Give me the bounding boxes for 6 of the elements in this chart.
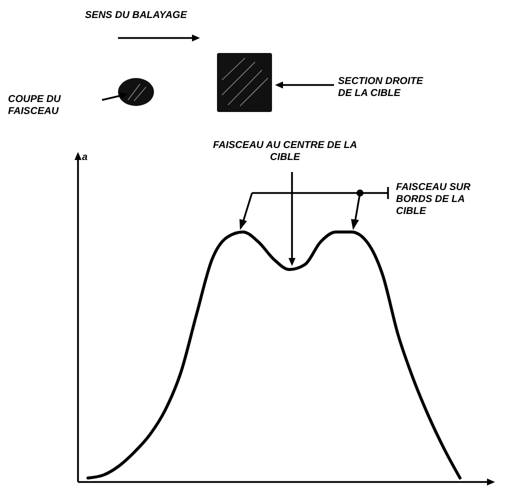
text: COUPE DU FAISCEAU <box>8 94 62 117</box>
text: a <box>82 152 88 163</box>
text: SENS DU BALAYAGE <box>85 10 188 21</box>
text: SECTION DROITE DE LA CIBLE <box>338 76 424 99</box>
text: FAISCEAU SUR BORDS DE LA CIBLE <box>396 182 472 217</box>
text: FAISCEAU AU CENTRE DE LA CIBLE <box>212 140 358 163</box>
